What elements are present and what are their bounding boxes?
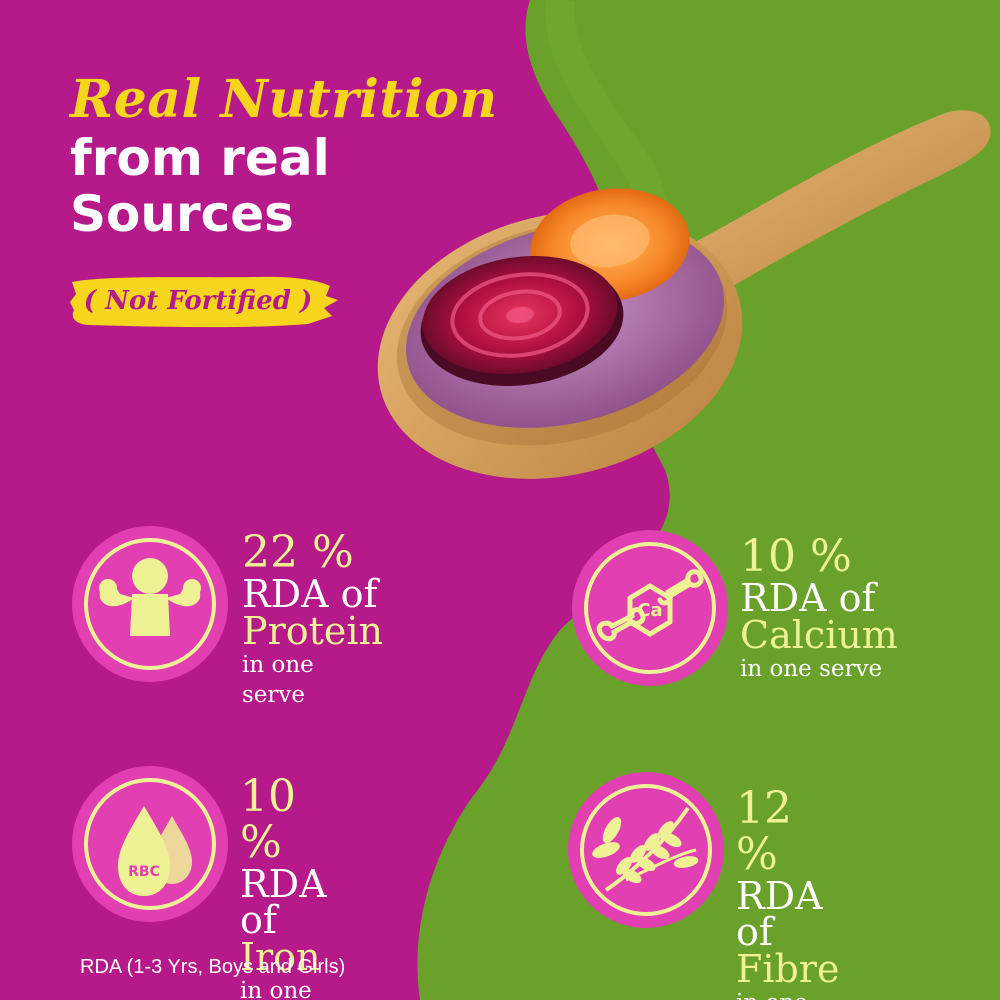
bone-calcium-icon: Ca	[572, 530, 728, 686]
nutrient-iron-text: 10 % RDA of Iron in one serve	[240, 774, 327, 1000]
rbc-label: RBC	[128, 864, 160, 880]
iron-rda-label: RDA of	[240, 862, 327, 942]
nutrient-fibre-text: 12 % RDA of Fibre in one serve	[736, 786, 840, 1000]
wheat-icon	[568, 772, 724, 928]
protein-name: Protein	[242, 609, 383, 653]
muscle-icon	[72, 526, 228, 682]
spoon-handle	[670, 110, 991, 305]
iron-percent: 10 %	[240, 771, 296, 868]
protein-percent: 22 %	[242, 527, 354, 578]
iron-serve: in one serve	[240, 978, 312, 1000]
blood-drop-rbc-icon: RBC	[72, 766, 228, 922]
fibre-percent: 12 %	[736, 783, 792, 880]
protein-serve: in one serve	[242, 652, 314, 708]
protein-rda-label: RDA of	[242, 572, 378, 616]
nutrient-calcium-text: 10 % RDA of Calcium in one serve	[740, 534, 898, 684]
spoon-with-puree-illustration	[377, 110, 991, 479]
calcium-rda-label: RDA of	[740, 576, 876, 620]
calcium-percent: 10 %	[740, 531, 852, 582]
calcium-name: Calcium	[740, 613, 898, 657]
fibre-rda-label: RDA of	[736, 874, 823, 954]
nutrient-protein-text: 22 % RDA of Protein in one serve	[242, 530, 383, 710]
headline-line-2: from real	[70, 129, 330, 187]
calcium-symbol: Ca	[637, 600, 662, 621]
green-region	[417, 0, 1000, 1000]
not-fortified-label: ( Not Fortified )	[83, 286, 313, 316]
fibre-serve: in one serve	[736, 988, 840, 1000]
not-fortified-tag: ( Not Fortified )	[68, 272, 340, 332]
fibre-name: Fibre	[736, 947, 840, 991]
brush-stroke-shape	[70, 276, 338, 328]
calcium-serve: in one serve	[740, 656, 883, 682]
headline-line-3: Sources	[70, 185, 294, 243]
iron-name: Iron	[240, 935, 321, 979]
headline: Real Nutrition from real Sources	[70, 69, 498, 243]
rda-footnote: RDA (1-3 Yrs, Boys and Girls)	[80, 956, 346, 978]
headline-accent: Real Nutrition	[70, 69, 498, 130]
